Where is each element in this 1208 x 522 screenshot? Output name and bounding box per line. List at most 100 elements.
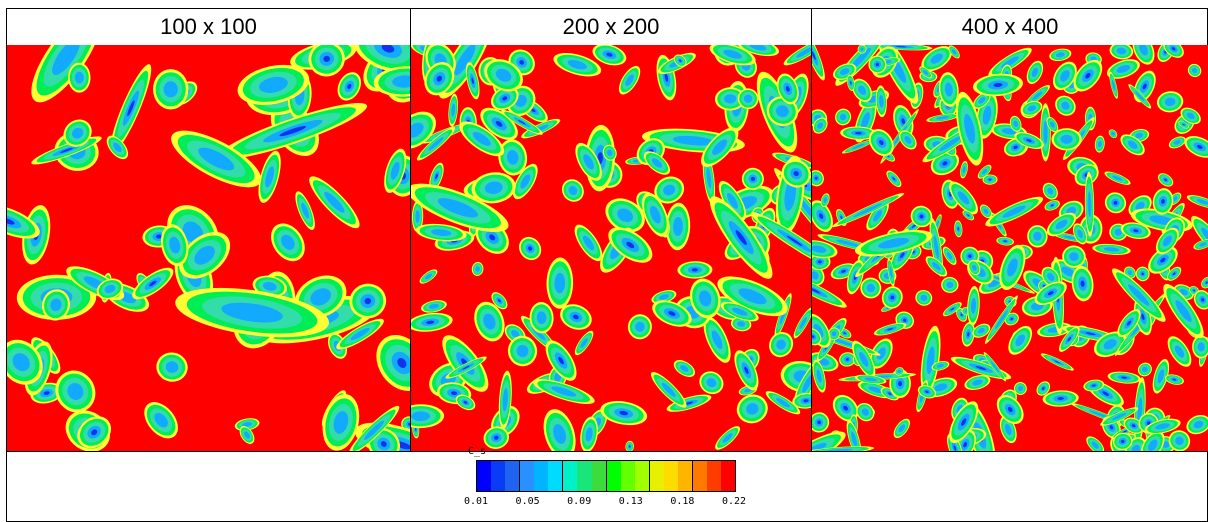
contour-level (242, 421, 253, 428)
contour-blob (471, 262, 484, 276)
contour-level (1128, 284, 1150, 306)
contour-blob (812, 446, 875, 451)
contour-level (1122, 430, 1128, 434)
contour-level (1043, 284, 1046, 287)
contour-blob (1180, 107, 1201, 125)
contour-blob (831, 192, 905, 228)
contour-blob (652, 300, 692, 327)
contour-level (663, 184, 676, 196)
contour-level (892, 177, 896, 181)
footer-divider (7, 451, 1207, 452)
contour-level (957, 227, 960, 231)
contour-blob (949, 401, 979, 443)
contour-blob (828, 327, 841, 341)
contour-level (471, 77, 474, 85)
contour-level (743, 94, 753, 103)
contour-level (962, 166, 966, 174)
contour-level (1175, 300, 1192, 322)
contour-level (582, 235, 595, 251)
panel-title-200: 200 x 200 (562, 14, 660, 39)
contour-level (431, 229, 452, 237)
contour-level (990, 360, 1000, 373)
contour-blob (543, 409, 576, 451)
contour-level (1172, 378, 1177, 381)
contour-level (281, 234, 295, 250)
contour-level (572, 314, 579, 320)
contour-level (169, 236, 181, 254)
contour-blob (781, 159, 811, 188)
contour-level (502, 388, 508, 412)
contour-level (746, 403, 759, 415)
contour-level (1131, 444, 1141, 451)
contour-blob (1152, 188, 1174, 215)
contour-level (841, 269, 846, 273)
contour-level (850, 81, 852, 85)
contour-blob (336, 318, 384, 350)
contour-level (528, 246, 533, 251)
contour-blob (793, 307, 811, 339)
panel-title-400: 400 x 400 (961, 14, 1059, 39)
contour-level (897, 369, 902, 373)
contour-level (1103, 339, 1117, 350)
contour-blob (780, 360, 811, 393)
contour-blob (915, 290, 933, 306)
contour-level (911, 224, 917, 228)
contour-blob (580, 416, 598, 451)
contour-level (994, 310, 1008, 330)
contour-level (684, 401, 694, 405)
contour-blob (996, 394, 1024, 425)
contour-blob (941, 276, 959, 293)
contour-level (1017, 385, 1023, 392)
contour-level (625, 74, 634, 86)
contour-level (506, 150, 519, 165)
contour-svg-200 (411, 45, 811, 451)
contour-level (824, 448, 854, 451)
contour-blob (852, 78, 873, 102)
contour-level (1116, 65, 1131, 73)
contour-blob (512, 163, 538, 200)
contour-blob (868, 128, 894, 157)
contour-level (381, 45, 395, 53)
contour-level (397, 357, 407, 369)
contour-level (1057, 396, 1064, 401)
contour-level (983, 208, 989, 215)
contour-level (497, 299, 501, 303)
contour-blob (1052, 61, 1077, 91)
contour-blob (886, 170, 902, 188)
colorbar-swatch (606, 461, 621, 491)
contour-blob (942, 246, 957, 265)
contour-blob (411, 404, 445, 429)
contour-level (1091, 384, 1096, 387)
contour-level (1013, 120, 1019, 128)
contour-level (553, 424, 566, 444)
contour-blob (373, 66, 410, 97)
contour-level (951, 49, 957, 55)
contour-blob (948, 45, 960, 59)
contour-level (518, 120, 526, 125)
contour-blob (1137, 362, 1152, 377)
contour-level (221, 302, 283, 323)
contour-blob (1086, 436, 1105, 451)
contour-blob (812, 170, 824, 187)
contour-blob (498, 370, 512, 430)
contour-level (946, 252, 953, 260)
contour-blob (429, 162, 444, 191)
contour-level (723, 49, 742, 59)
contour-level (855, 131, 862, 135)
contour-level (923, 69, 929, 75)
contour-blob (1100, 407, 1139, 426)
contour-level (1205, 281, 1208, 284)
contour-level (1193, 289, 1195, 292)
contour-level (462, 365, 470, 370)
contour-level (380, 441, 387, 447)
contour-blob (353, 45, 410, 73)
contour-blob (1009, 115, 1022, 132)
contour-level (1182, 123, 1185, 126)
contour-level (262, 282, 277, 291)
contour-level (1013, 145, 1018, 149)
contour-level (964, 113, 976, 144)
contour-blob (1155, 227, 1179, 255)
contour-level (104, 284, 116, 294)
contour-level (52, 45, 81, 76)
contour-level (981, 168, 988, 175)
